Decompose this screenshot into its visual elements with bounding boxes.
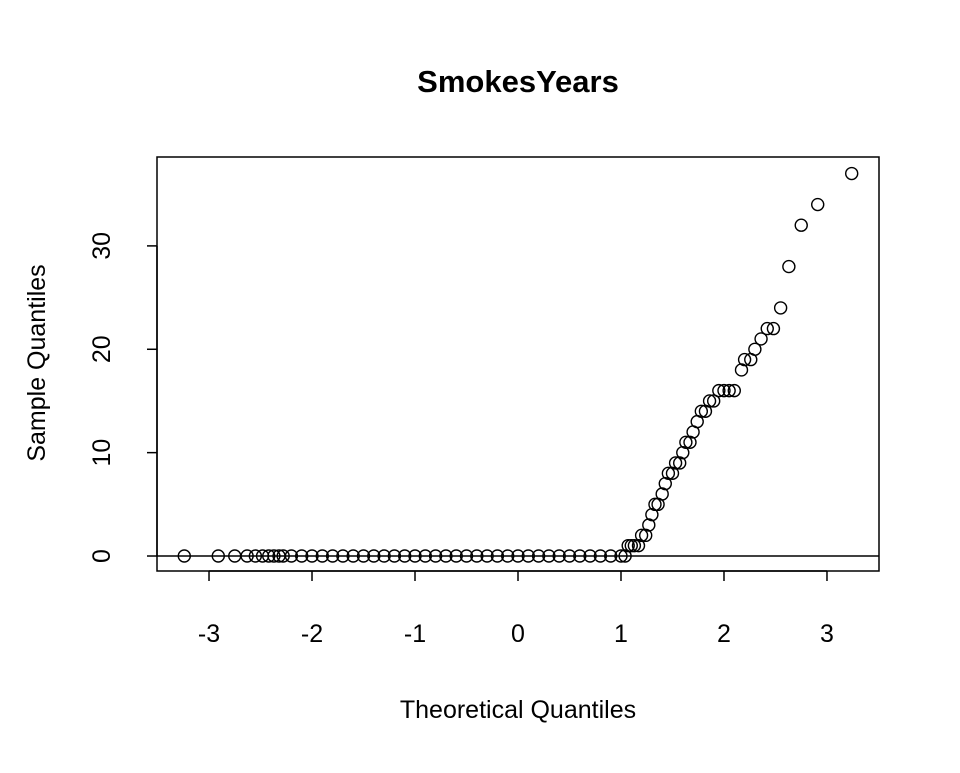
point (773, 301, 788, 315)
point (439, 549, 453, 563)
point (634, 528, 649, 543)
point (760, 321, 774, 336)
point (531, 549, 546, 563)
point (668, 456, 683, 470)
point (315, 549, 330, 563)
point (694, 404, 709, 418)
point (794, 218, 808, 232)
point (679, 435, 693, 450)
x-tick-label: -1 (404, 620, 426, 648)
point (766, 321, 781, 336)
point (177, 549, 191, 563)
point (408, 549, 422, 563)
point (706, 394, 721, 408)
point (648, 497, 662, 512)
chart-title: SmokesYears (417, 64, 619, 99)
point (621, 538, 635, 553)
point (614, 549, 628, 563)
point (459, 549, 474, 563)
y-tick-label: 0 (88, 549, 116, 563)
point (336, 549, 350, 563)
y-tick-label: 10 (88, 439, 116, 467)
point (346, 549, 360, 563)
point (782, 259, 796, 274)
point (712, 383, 726, 398)
point (754, 332, 768, 346)
y-tick-label: 30 (88, 232, 116, 260)
point (284, 549, 299, 563)
point (276, 549, 290, 563)
y-tick-label: 20 (88, 335, 116, 363)
point (211, 549, 225, 563)
point (367, 549, 381, 563)
point (449, 549, 463, 563)
point (562, 549, 577, 563)
point (552, 549, 566, 563)
point (702, 394, 717, 408)
point (727, 383, 741, 398)
point (627, 538, 642, 553)
point (603, 549, 618, 563)
point (418, 549, 433, 563)
point (398, 549, 412, 563)
point (377, 549, 391, 563)
point (661, 466, 676, 481)
point (593, 549, 608, 563)
x-tick-label: 0 (511, 620, 525, 648)
x-axis-title: Theoretical Quantiles (400, 696, 636, 724)
point (240, 549, 254, 563)
point (480, 549, 494, 563)
point (624, 538, 638, 553)
point (428, 549, 443, 563)
point (542, 549, 556, 563)
point (387, 549, 402, 563)
point (737, 352, 752, 367)
point (811, 197, 825, 212)
point (521, 549, 535, 563)
point (356, 549, 371, 563)
x-tick-label: -3 (198, 620, 220, 648)
y-axis-title: Sample Quantiles (23, 264, 51, 461)
point (325, 549, 340, 563)
point (573, 549, 587, 563)
point (717, 383, 731, 398)
point (845, 166, 859, 181)
point (470, 549, 484, 563)
point (511, 549, 525, 563)
x-tick-label: 1 (614, 620, 628, 648)
plot-frame (156, 156, 880, 572)
point (248, 549, 263, 563)
x-tick-label: 3 (820, 620, 834, 648)
point (305, 549, 319, 563)
point (490, 549, 505, 563)
point (583, 549, 597, 563)
x-tick-label: 2 (717, 620, 731, 648)
point (748, 342, 762, 356)
x-tick-label: -2 (301, 620, 323, 648)
point (722, 383, 736, 398)
point (501, 549, 515, 563)
point (262, 549, 276, 563)
point (267, 549, 281, 563)
point (295, 549, 309, 563)
